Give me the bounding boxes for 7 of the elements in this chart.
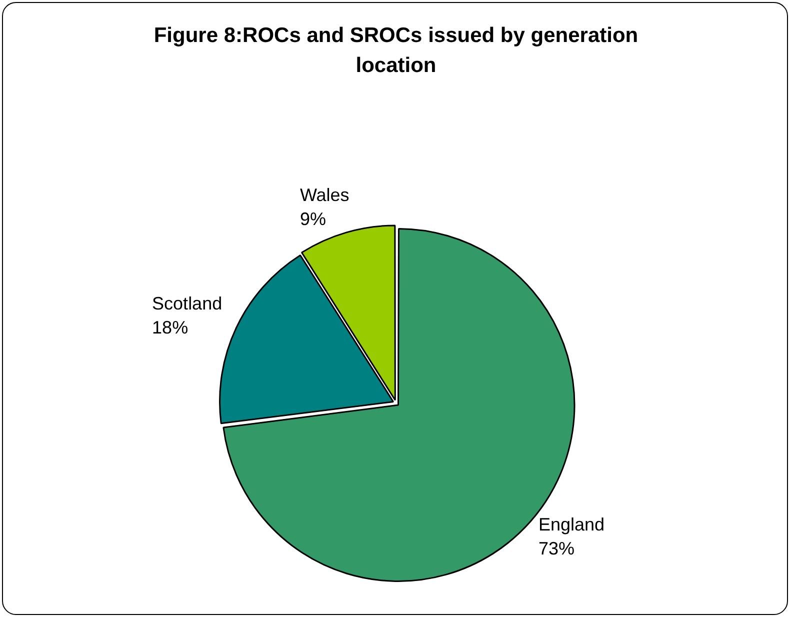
slice-label: England bbox=[538, 514, 605, 534]
slice-label: Wales bbox=[300, 184, 350, 205]
slice-label: Scotland bbox=[152, 293, 222, 314]
data-label: 73% bbox=[538, 538, 574, 558]
data-label: 9% bbox=[300, 208, 326, 229]
data-label: 18% bbox=[152, 317, 188, 338]
chart-title: Figure 8:ROCs and SROCs issued by generation location bbox=[152, 23, 640, 79]
